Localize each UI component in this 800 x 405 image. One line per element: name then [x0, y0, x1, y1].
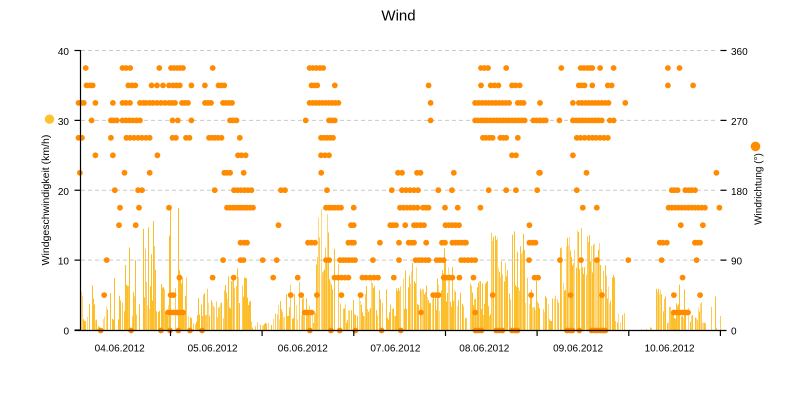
svg-text:90: 90	[731, 257, 743, 268]
svg-text:180: 180	[731, 187, 748, 198]
svg-text:06.06.2012: 06.06.2012	[278, 343, 328, 354]
svg-text:10: 10	[58, 257, 70, 268]
svg-text:360: 360	[731, 47, 748, 58]
svg-text:0: 0	[731, 327, 737, 338]
svg-text:0: 0	[63, 327, 69, 338]
svg-text:05.06.2012: 05.06.2012	[188, 343, 238, 354]
svg-text:10.06.2012: 10.06.2012	[645, 343, 695, 354]
svg-text:Wind: Wind	[381, 8, 415, 25]
svg-text:30: 30	[58, 117, 70, 128]
svg-text:Windrichtung (°): Windrichtung (°)	[754, 153, 765, 225]
svg-text:08.06.2012: 08.06.2012	[459, 343, 509, 354]
svg-text:09.06.2012: 09.06.2012	[553, 343, 603, 354]
svg-text:04.06.2012: 04.06.2012	[95, 343, 145, 354]
svg-text:20: 20	[58, 187, 70, 198]
svg-text:07.06.2012: 07.06.2012	[370, 343, 420, 354]
svg-text:Windgeschwindigkeit (km/h): Windgeschwindigkeit (km/h)	[40, 135, 52, 266]
svg-text:270: 270	[731, 117, 748, 128]
svg-text:40: 40	[58, 47, 70, 58]
